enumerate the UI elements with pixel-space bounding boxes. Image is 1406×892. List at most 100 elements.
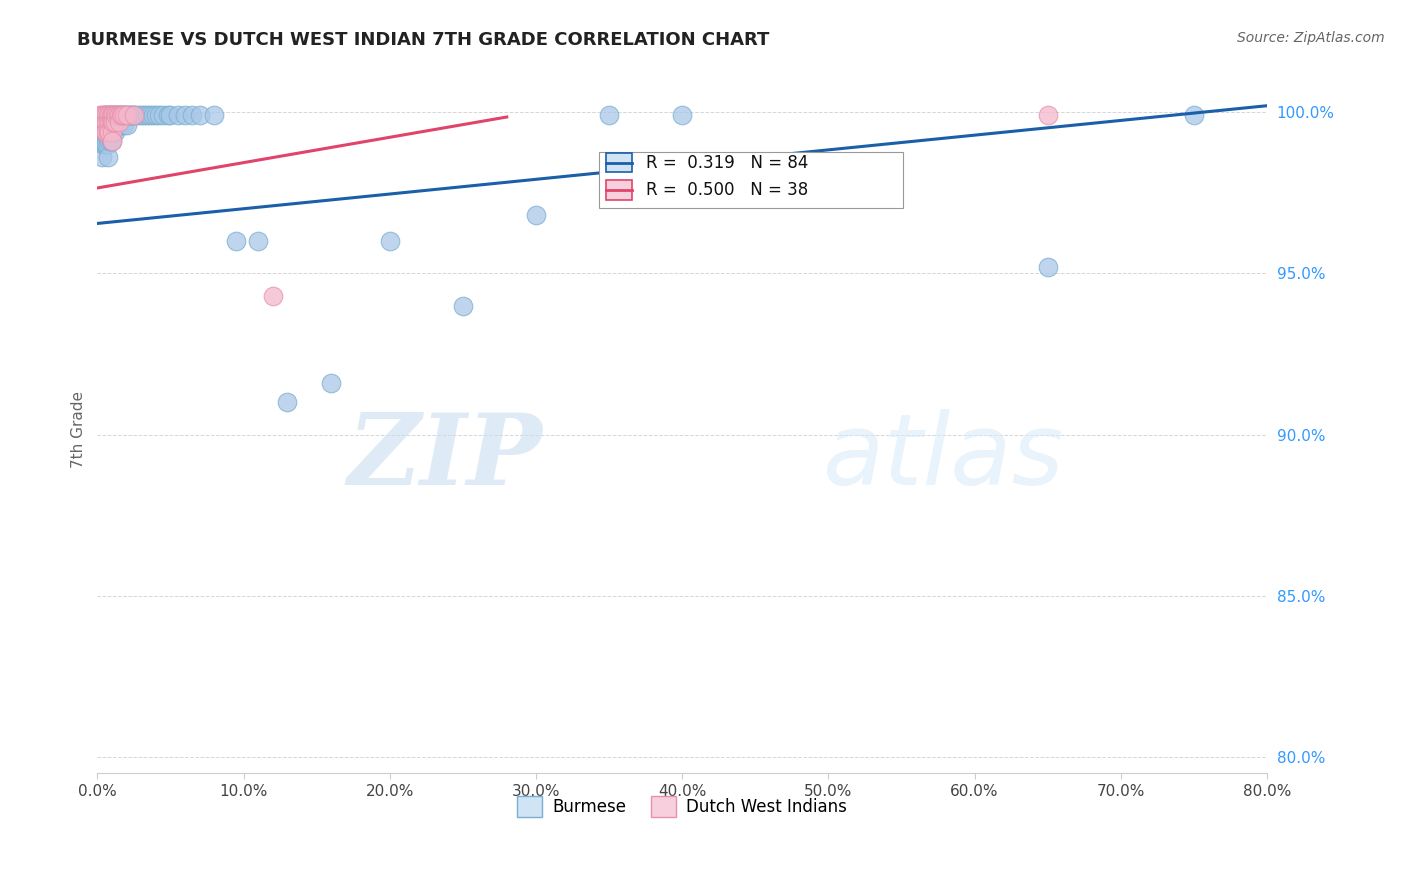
Point	[1182, 108, 1205, 122]
Point	[122, 108, 145, 122]
Point	[598, 108, 620, 122]
Point	[104, 108, 127, 122]
Point	[127, 108, 149, 122]
Point	[100, 124, 122, 138]
Point	[124, 108, 146, 122]
Point	[156, 108, 179, 122]
Point	[247, 234, 270, 248]
Point	[111, 108, 134, 122]
Point	[98, 124, 121, 138]
Point	[105, 115, 128, 129]
Point	[94, 124, 117, 138]
FancyBboxPatch shape	[599, 152, 903, 208]
Point	[108, 108, 131, 122]
Point	[94, 115, 117, 129]
Point	[202, 108, 225, 122]
Point	[101, 115, 124, 129]
Point	[93, 124, 115, 138]
Point	[115, 108, 138, 122]
Point	[166, 108, 188, 122]
Point	[98, 108, 121, 122]
Y-axis label: 7th Grade: 7th Grade	[72, 392, 86, 468]
Point	[98, 134, 121, 148]
Point	[104, 124, 127, 138]
Point	[101, 108, 124, 122]
Point	[142, 108, 165, 122]
Point	[181, 108, 204, 122]
Point	[108, 115, 131, 129]
Point	[101, 134, 124, 148]
Point	[101, 134, 124, 148]
Point	[159, 108, 181, 122]
Point	[139, 108, 162, 122]
Point	[108, 118, 131, 132]
Point	[100, 115, 122, 129]
Point	[524, 208, 547, 222]
Point	[93, 115, 115, 129]
Point	[117, 108, 139, 122]
Point	[111, 108, 134, 122]
Point	[97, 115, 120, 129]
Point	[93, 108, 115, 122]
Text: atlas: atlas	[823, 409, 1064, 506]
Point	[134, 108, 156, 122]
Point	[98, 108, 121, 122]
Point	[89, 128, 111, 142]
Point	[122, 108, 145, 122]
Point	[107, 108, 129, 122]
Legend: Burmese, Dutch West Indians: Burmese, Dutch West Indians	[510, 789, 853, 823]
Point	[118, 108, 141, 122]
Point	[94, 137, 117, 152]
Point	[1036, 260, 1059, 274]
Point	[103, 115, 125, 129]
Point	[225, 234, 247, 248]
Point	[188, 108, 211, 122]
Point	[129, 108, 152, 122]
Point	[93, 124, 115, 138]
Point	[136, 108, 159, 122]
Point	[90, 137, 112, 152]
Text: R =  0.319   N = 84: R = 0.319 N = 84	[645, 153, 808, 171]
Point	[104, 115, 127, 129]
Point	[671, 108, 693, 122]
Point	[98, 115, 121, 129]
Text: Source: ZipAtlas.com: Source: ZipAtlas.com	[1237, 31, 1385, 45]
Point	[101, 124, 124, 138]
Point	[112, 108, 135, 122]
Point	[108, 108, 131, 122]
Point	[104, 108, 127, 122]
Point	[103, 108, 125, 122]
Point	[91, 124, 114, 138]
Text: R =  0.500   N = 38: R = 0.500 N = 38	[645, 181, 808, 199]
Point	[110, 118, 132, 132]
Point	[321, 376, 343, 391]
Point	[91, 115, 114, 129]
Point	[100, 115, 122, 129]
Point	[98, 124, 121, 138]
Point	[91, 108, 114, 122]
Point	[93, 108, 115, 122]
Point	[94, 115, 117, 129]
Point	[103, 115, 125, 129]
Point	[104, 115, 127, 129]
Point	[97, 150, 120, 164]
Point	[107, 118, 129, 132]
Point	[145, 108, 167, 122]
Point	[107, 108, 129, 122]
Point	[451, 299, 474, 313]
Point	[101, 115, 124, 129]
Point	[1036, 108, 1059, 122]
Point	[105, 108, 128, 122]
Point	[91, 137, 114, 152]
Point	[90, 150, 112, 164]
Point	[262, 289, 284, 303]
FancyBboxPatch shape	[606, 180, 631, 200]
Point	[105, 108, 128, 122]
Point	[112, 118, 135, 132]
Point	[103, 108, 125, 122]
Point	[112, 108, 135, 122]
Point	[110, 108, 132, 122]
Point	[97, 108, 120, 122]
Point	[100, 108, 122, 122]
Point	[97, 124, 120, 138]
